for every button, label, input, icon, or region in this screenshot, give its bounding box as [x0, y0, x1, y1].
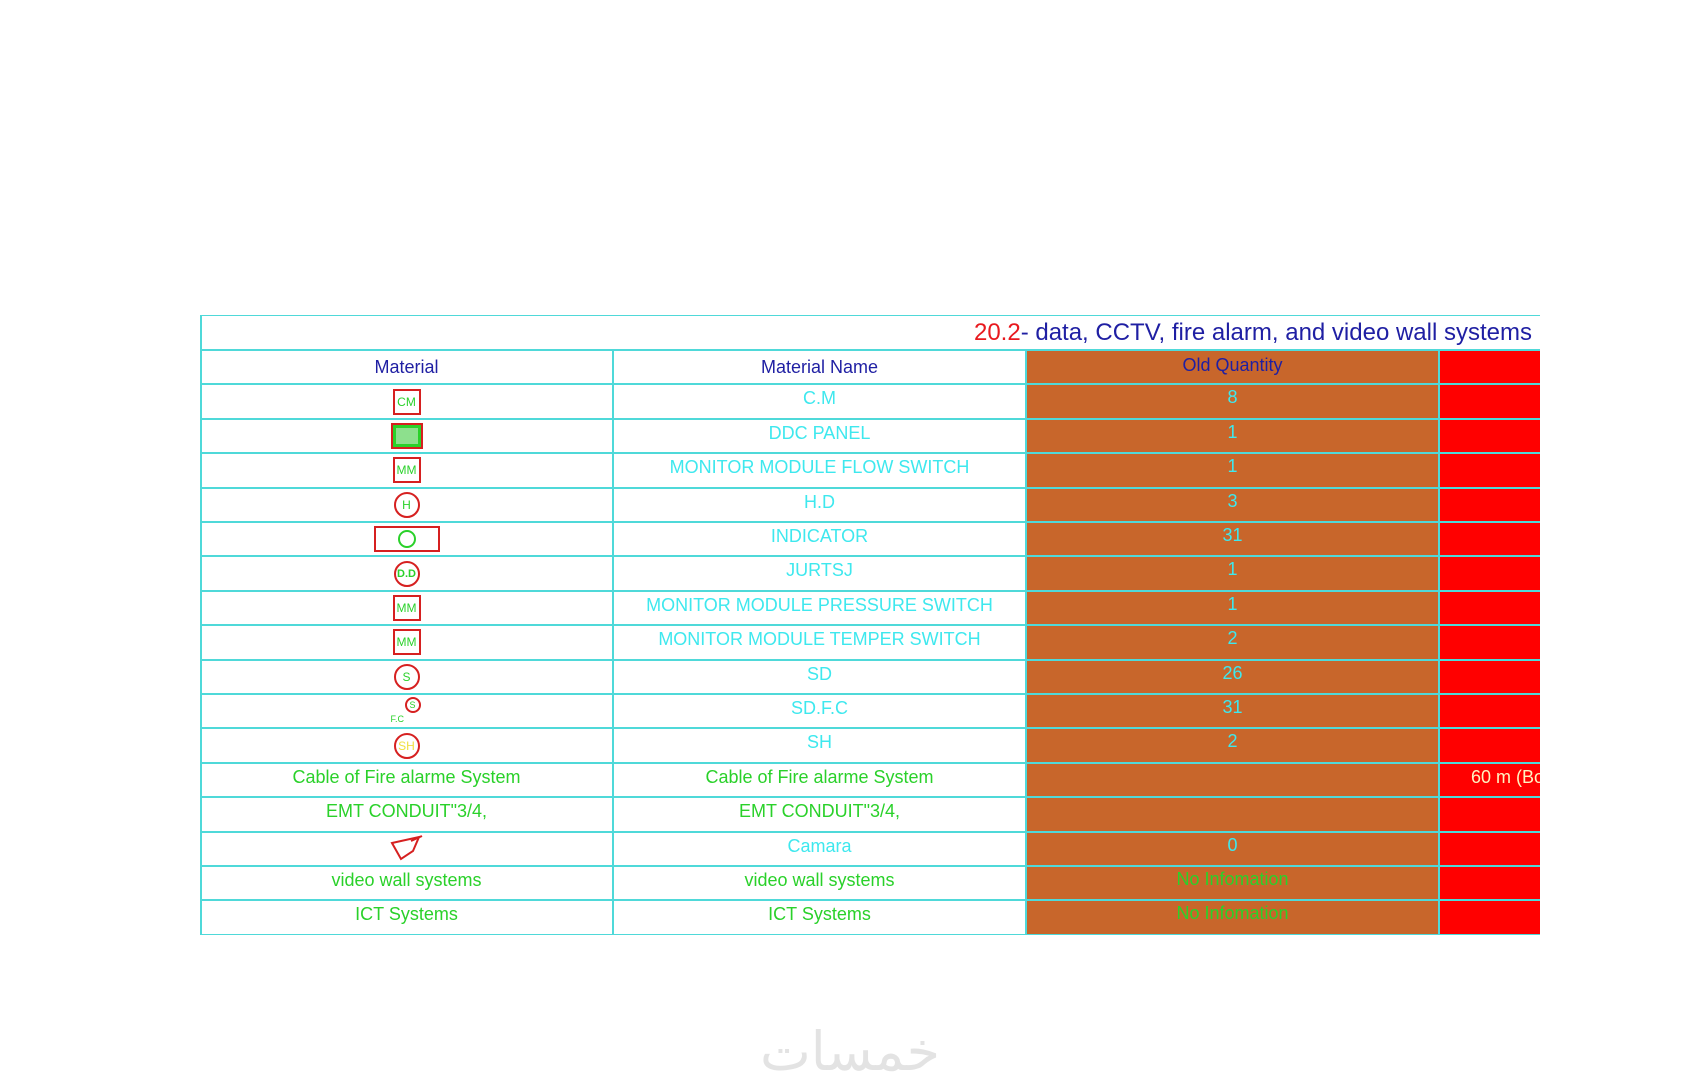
grid-line-h [200, 315, 1540, 316]
s-circle-icon: S [393, 663, 420, 690]
material-name: Camara [787, 835, 852, 856]
title-number: 20.2 [973, 318, 1021, 346]
material-symbol-text: video wall systems [331, 870, 482, 890]
grid-line-h [200, 727, 1540, 730]
grid-line-h [200, 486, 1540, 489]
old-quantity-value: 1 [1227, 593, 1238, 614]
old-quantity-value: 3 [1227, 490, 1238, 511]
old-quantity-value: 31 [1222, 697, 1243, 717]
grid-line-h [200, 865, 1540, 867]
sh-circle-icon: SH [393, 732, 420, 759]
grid-line-h [200, 452, 1540, 455]
grid-line-h [200, 830, 1540, 833]
material-name: Cable of Fire alarme System [705, 766, 934, 787]
material-name: ICT Systems [768, 904, 871, 925]
old-quantity-value [1026, 797, 1439, 831]
material-name: C.M [803, 388, 836, 409]
old-quantity-value [1026, 763, 1439, 797]
watermark-logo: خمسات [759, 1020, 941, 1083]
old-quantity-value: No Infomation [1176, 869, 1289, 889]
material-name: video wall systems [744, 870, 895, 890]
indicator-lamp-icon [397, 530, 416, 549]
material-symbol-text: ICT Systems [355, 904, 458, 925]
camera-icon [389, 834, 425, 863]
old-quantity-value: 1 [1227, 421, 1238, 442]
material-name: JURTSJ [786, 560, 853, 581]
grid-line-v [1438, 350, 1440, 935]
material-name: EMT CONDUIT"3/4, [738, 801, 901, 822]
grid-line-h [200, 589, 1540, 592]
material-name: MONITOR MODULE PRESSURE SWITCH [646, 594, 993, 615]
grid-line-h [200, 761, 1540, 764]
grid-line-h [200, 796, 1540, 799]
old-quantity-value: 0 [1227, 834, 1238, 855]
grid-line-h [200, 349, 1540, 351]
old-quantity-value: 2 [1227, 628, 1238, 649]
extra-value: 60 m (Bo [1471, 766, 1540, 787]
old-quantity-value: 26 [1222, 662, 1243, 683]
material-name: MONITOR MODULE TEMPER SWITCH [658, 629, 981, 650]
title-text: - data, CCTV, fire alarm, and video wall… [1020, 318, 1532, 346]
grid-line-v [200, 315, 202, 935]
grid-line-v [1025, 350, 1027, 935]
material-symbol-text: Cable of Fire alarme System [292, 766, 521, 787]
grid-line-h [200, 555, 1540, 558]
header-old-quantity: Old Quantity [1182, 355, 1283, 375]
material-name: MONITOR MODULE FLOW SWITCH [669, 457, 970, 478]
grid-line-h [200, 658, 1540, 661]
old-quantity-value: 1 [1227, 456, 1238, 477]
mm-box-icon: MM [392, 595, 421, 621]
red-column-fill [1439, 350, 1540, 935]
grid-line-h [200, 521, 1540, 523]
header-material: Material [374, 357, 439, 378]
ddc-panel-icon [390, 423, 423, 449]
header-material-name: Material Name [760, 357, 879, 378]
material-name: H.D [804, 491, 835, 512]
old-quantity-value: 31 [1222, 525, 1243, 545]
material-symbol-text: EMT CONDUIT"3/4, [325, 801, 488, 822]
old-quantity-value: No Infomation [1176, 903, 1289, 924]
mm-box-icon: MM [392, 629, 421, 656]
h-circle-icon: H [393, 491, 420, 518]
material-name: INDICATOR [770, 526, 869, 546]
sdfc-icon: S [404, 697, 421, 714]
grid-line-h [200, 417, 1540, 420]
material-name: SD.F.C [790, 698, 848, 718]
sdfc-subscript-label: F.C [390, 714, 405, 725]
grid-line-v [612, 350, 614, 935]
material-name: SD [806, 663, 832, 684]
grid-line-h [200, 383, 1540, 386]
table-title: 20.2 - data, CCTV, fire alarm, and video… [974, 315, 1532, 350]
grid-line-h [200, 624, 1540, 627]
grid-line-h [200, 933, 1540, 935]
grid-line-h [200, 899, 1540, 902]
materials-table: 20.2 - data, CCTV, fire alarm, and video… [200, 315, 1540, 935]
material-name: DDC PANEL [768, 422, 871, 443]
dd-circle-icon: D.D [393, 560, 420, 587]
old-quantity-value: 2 [1227, 731, 1238, 752]
old-quantity-column-fill [1026, 350, 1439, 935]
material-name: SH [806, 732, 832, 753]
old-quantity-value: 8 [1227, 387, 1238, 408]
cm-box-icon: CM [392, 388, 421, 415]
indicator-icon [373, 526, 440, 553]
grid-line-h [200, 693, 1540, 695]
old-quantity-value: 1 [1227, 559, 1238, 580]
mm-box-icon: MM [392, 457, 421, 484]
